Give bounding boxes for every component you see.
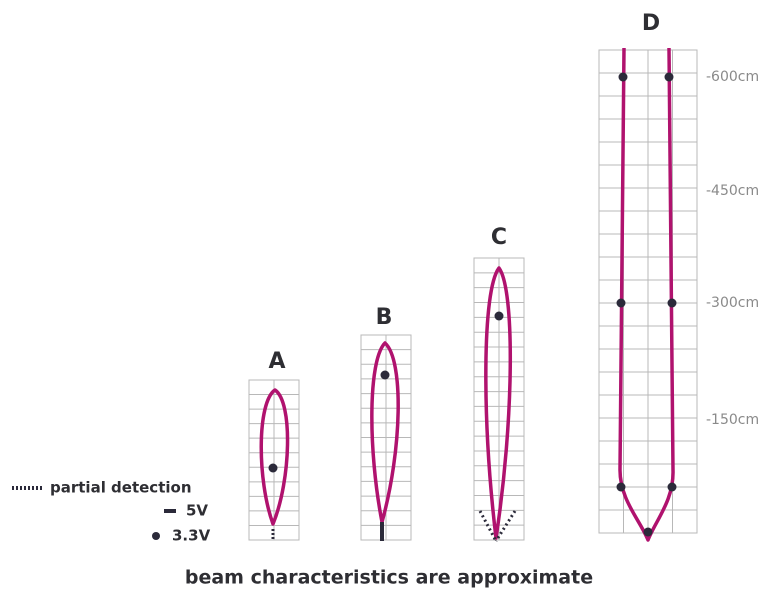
beam-shape: [618, 47, 675, 542]
dot: [616, 298, 626, 308]
scale-label: -150cm: [706, 412, 759, 428]
dot: [643, 527, 653, 537]
scale-label: -600cm: [706, 69, 759, 85]
beam-shape: [259, 388, 290, 526]
dot: [664, 72, 674, 82]
dot: [494, 311, 504, 321]
dot: [268, 463, 278, 473]
beam-label: B: [376, 305, 393, 330]
beam-label: C: [491, 225, 507, 250]
grid: [248, 379, 300, 541]
legend-label: partial detection: [50, 479, 192, 497]
beam-label: A: [268, 349, 285, 374]
grid: [360, 334, 412, 541]
beam-label: D: [642, 11, 660, 36]
dot: [616, 482, 626, 492]
dot: [667, 298, 677, 308]
beam-shape: [484, 266, 513, 540]
grid: [473, 257, 525, 541]
beam-shape: [370, 341, 400, 524]
dot: [667, 482, 677, 492]
legend-label: 5V: [186, 502, 208, 520]
partial: [494, 510, 517, 542]
legend-swatch: [152, 532, 160, 540]
scale-label: -450cm: [706, 183, 759, 199]
footer: beam characteristics are approximate: [185, 567, 593, 589]
scale-label: -300cm: [706, 295, 759, 311]
grids: [248, 49, 698, 541]
legend-label: 3.3V: [172, 527, 211, 545]
dot: [380, 370, 390, 380]
grid: [598, 49, 698, 534]
partial: [478, 510, 498, 542]
dot: [618, 72, 628, 82]
